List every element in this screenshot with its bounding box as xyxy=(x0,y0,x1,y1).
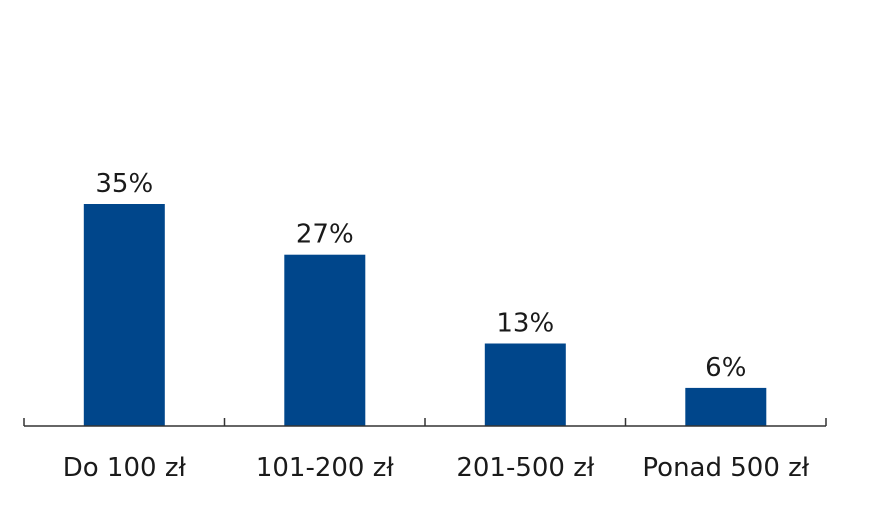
data-label-4: 6% xyxy=(705,353,746,383)
x-tick-label-3: 201-500 zł xyxy=(456,453,595,483)
bar-1 xyxy=(83,204,165,426)
x-axis xyxy=(23,418,827,427)
x-tick-label-4: Ponad 500 zł xyxy=(642,453,809,483)
data-label-3: 13% xyxy=(496,309,554,339)
data-labels-group: 35% 27% 13% 6% xyxy=(95,169,746,383)
data-label-2: 27% xyxy=(296,220,354,250)
bar-2 xyxy=(284,254,366,426)
data-label-1: 35% xyxy=(95,169,153,199)
x-tick-label-2: 101-200 zł xyxy=(256,453,395,483)
x-tick-label-1: Do 100 zł xyxy=(63,453,187,483)
bar-3 xyxy=(484,343,566,426)
bars-group xyxy=(83,204,767,426)
bar-4 xyxy=(685,387,767,426)
x-tick-labels-group: Do 100 zł 101-200 zł 201-500 zł Ponad 500 z… xyxy=(63,453,810,483)
